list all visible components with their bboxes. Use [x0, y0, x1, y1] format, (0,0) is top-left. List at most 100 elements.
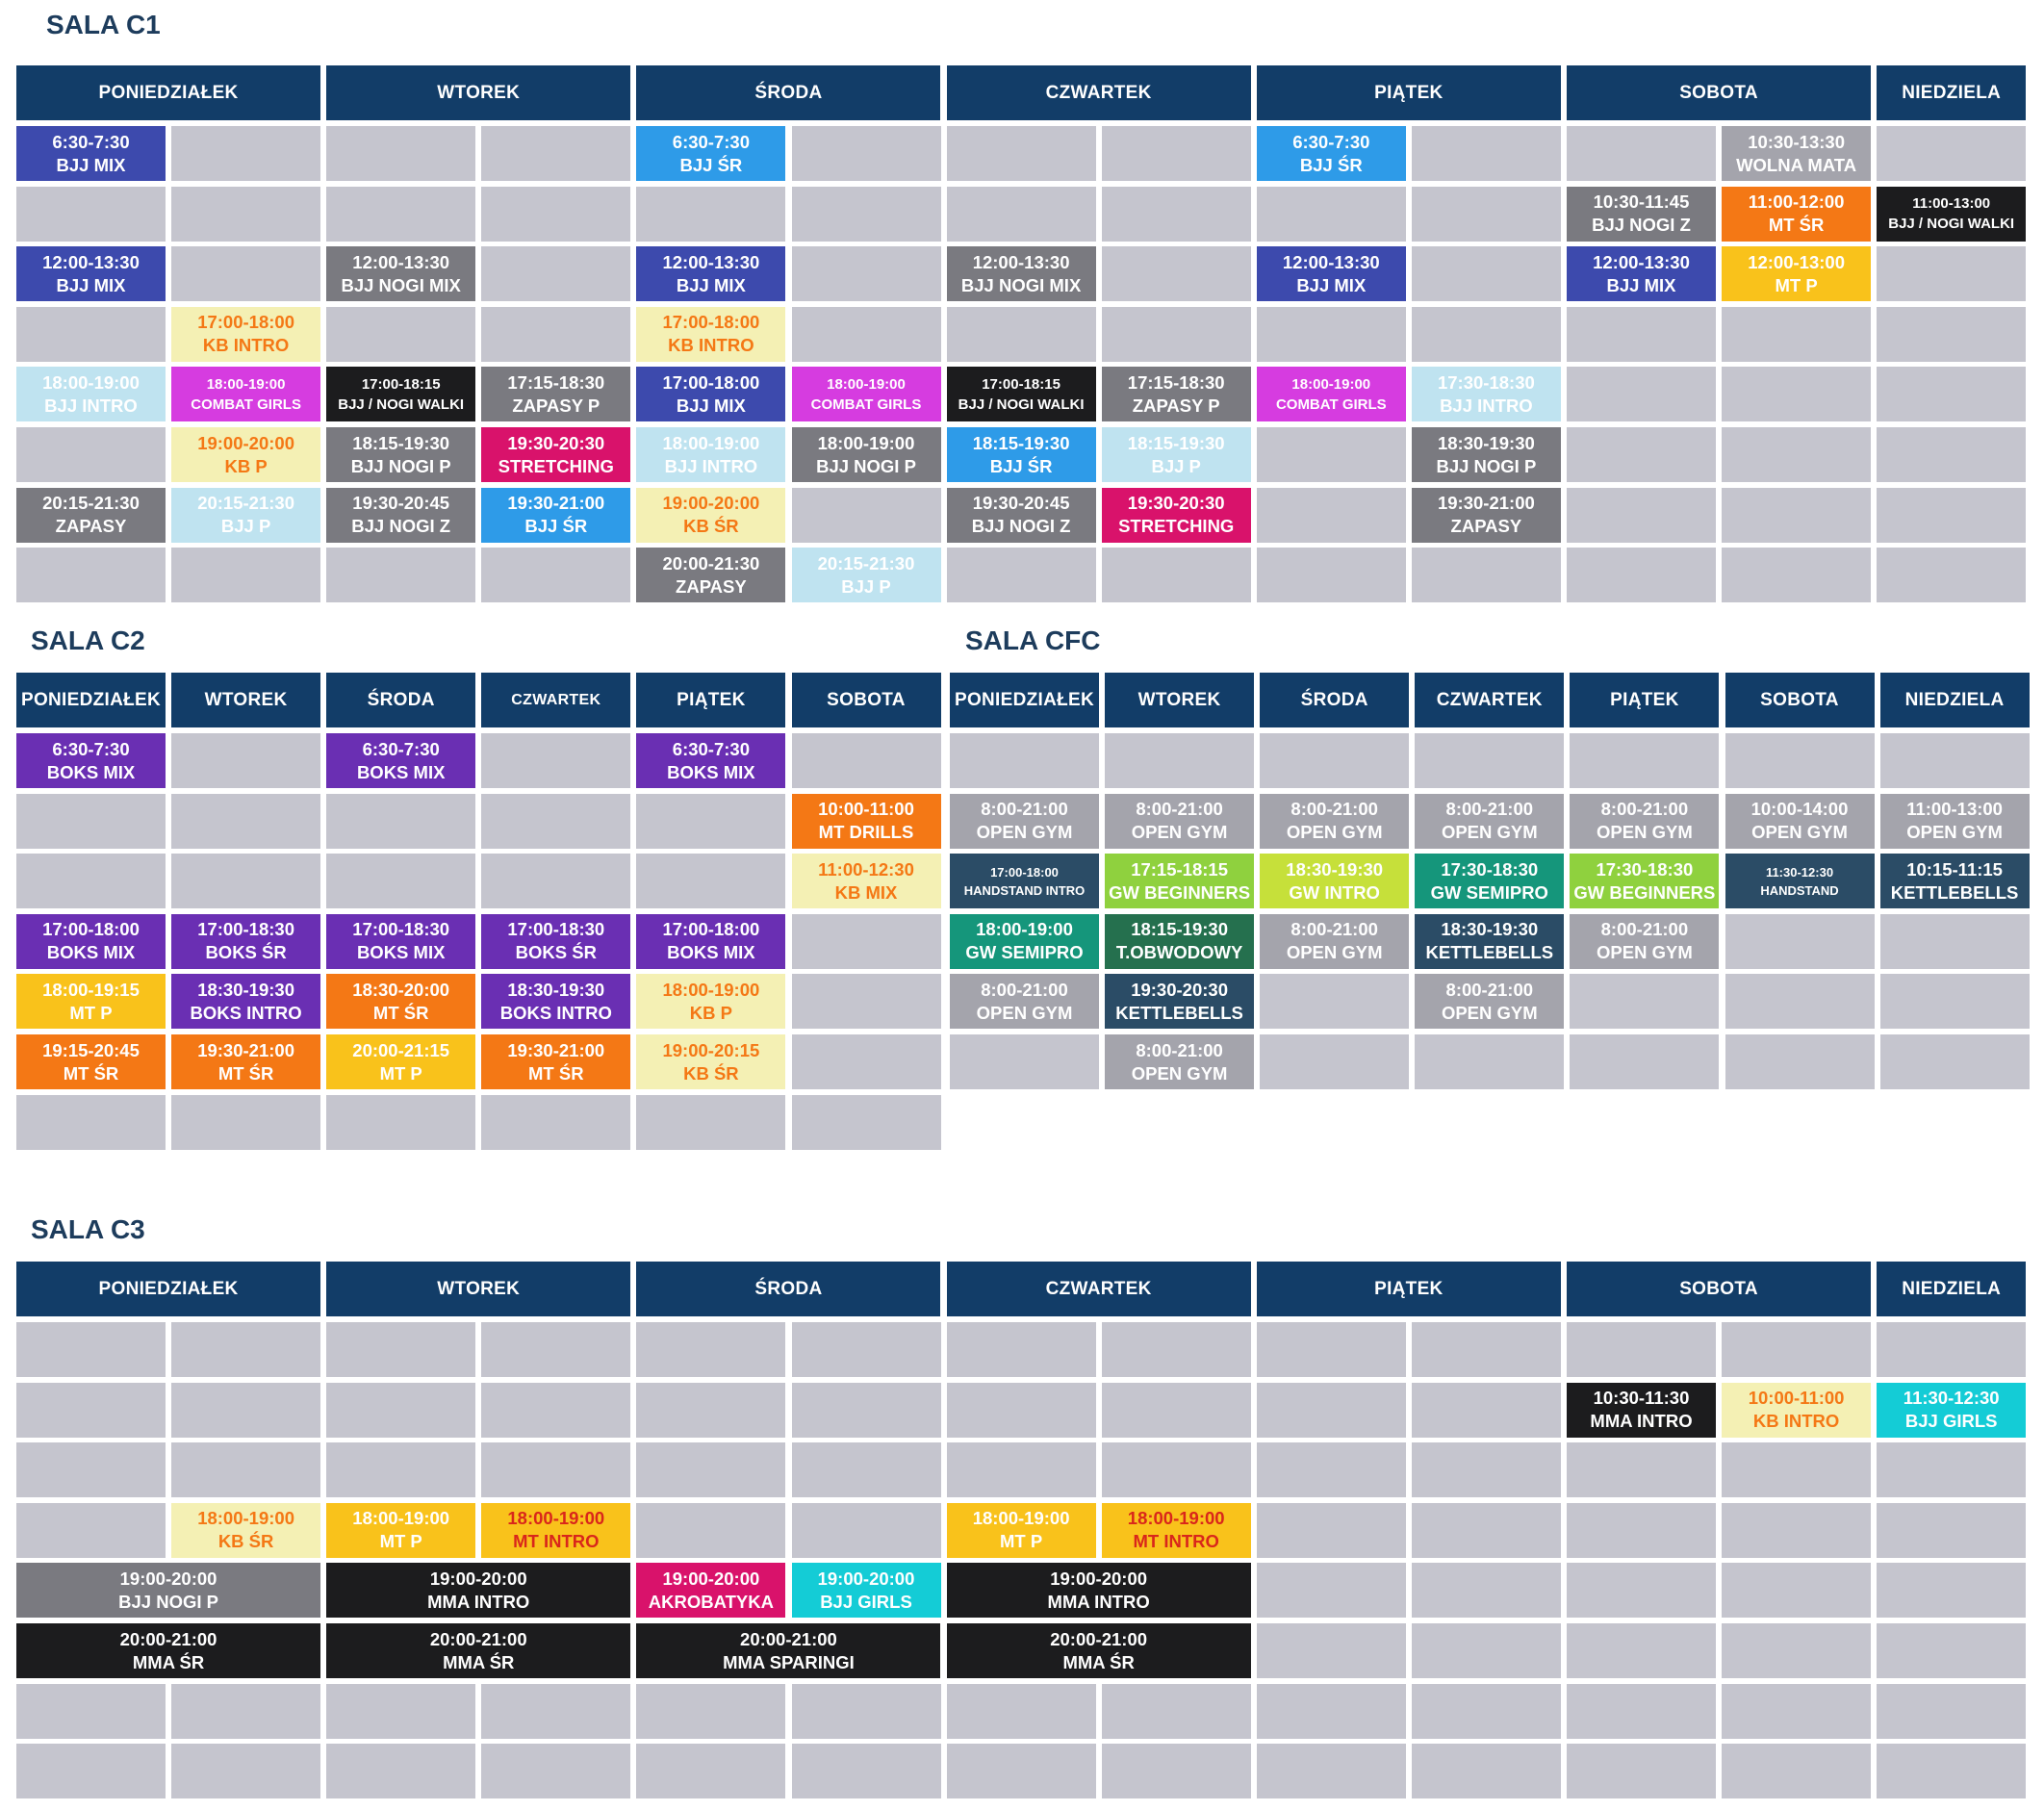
class-slot[interactable]: 11:00-12:00 MT ŚR	[1722, 186, 1872, 242]
class-slot[interactable]: 19:00-20:00 MMA INTRO	[326, 1563, 631, 1619]
class-slot[interactable]: 10:00-11:00 KB INTRO	[1722, 1382, 1872, 1438]
class-slot[interactable]: 12:00-13:30 BJJ NOGI MIX	[326, 246, 476, 302]
class-slot[interactable]: 8:00-21:00 OPEN GYM	[1260, 913, 1410, 969]
class-slot[interactable]: 19:00-20:00 KB P	[171, 427, 321, 482]
class-slot[interactable]: 19:30-20:30 STRETCHING	[481, 427, 631, 482]
class-slot[interactable]: 20:00-21:00 MMA SPARINGI	[636, 1623, 941, 1678]
class-slot[interactable]: 17:30-18:30 GW BEGINNERS	[1570, 854, 1720, 909]
class-slot[interactable]: 6:30-7:30 BOKS MIX	[16, 733, 166, 788]
class-slot[interactable]: 18:15-19:30 BJJ NOGI P	[326, 427, 476, 482]
class-slot[interactable]: 17:30-18:30 BJJ INTRO	[1411, 367, 1561, 422]
class-slot[interactable]: 20:00-21:00 MMA ŚR	[326, 1623, 631, 1678]
class-slot[interactable]: 17:00-18:30 BOKS MIX	[326, 913, 476, 969]
class-slot[interactable]: 19:15-20:45 MT ŚR	[16, 1034, 166, 1089]
class-slot[interactable]: 6:30-7:30 BJJ ŚR	[636, 126, 786, 181]
class-slot[interactable]: 18:00-19:00 COMBAT GIRLS	[171, 367, 321, 422]
class-slot[interactable]: 18:00-19:00 MT P	[946, 1502, 1096, 1558]
class-slot[interactable]: 8:00-21:00 OPEN GYM	[1105, 793, 1255, 849]
class-slot[interactable]: 18:00-19:00 MT INTRO	[1101, 1502, 1251, 1558]
class-slot[interactable]: 17:00-18:15 BJJ / NOGI WALKI	[946, 367, 1096, 422]
class-slot[interactable]: 19:00-20:00 KB ŚR	[636, 487, 786, 543]
class-slot[interactable]: 12:00-13:30 BJJ NOGI MIX	[946, 246, 1096, 302]
class-slot[interactable]: 18:00-19:00 MT INTRO	[481, 1502, 631, 1558]
class-slot[interactable]: 11:30-12:30 BJJ GIRLS	[1877, 1382, 2027, 1438]
class-slot[interactable]: 17:00-18:30 BOKS ŚR	[481, 913, 631, 969]
class-slot[interactable]: 19:30-21:00 MT ŚR	[171, 1034, 321, 1089]
class-slot[interactable]: 17:00-18:30 BOKS ŚR	[171, 913, 321, 969]
class-slot[interactable]: 20:00-21:00 MMA ŚR	[16, 1623, 321, 1678]
class-slot[interactable]: 8:00-21:00 OPEN GYM	[1415, 793, 1565, 849]
class-slot[interactable]: 20:15-21:30 ZAPASY	[16, 487, 166, 543]
class-slot[interactable]: 11:00-13:00 BJJ / NOGI WALKI	[1877, 186, 2027, 242]
class-slot[interactable]: 6:30-7:30 BJJ ŚR	[1256, 126, 1406, 181]
class-slot[interactable]: 10:15-11:15 KETTLEBELLS	[1879, 854, 2030, 909]
class-slot[interactable]: 11:00-12:30 KB MIX	[791, 854, 941, 909]
class-slot[interactable]: 17:30-18:30 GW SEMIPRO	[1415, 854, 1565, 909]
class-slot[interactable]: 19:30-20:30 STRETCHING	[1101, 487, 1251, 543]
class-slot[interactable]: 20:15-21:30 BJJ P	[791, 548, 941, 603]
class-slot[interactable]: 17:15-18:30 ZAPASY P	[1101, 367, 1251, 422]
class-slot[interactable]: 18:30-19:30 GW INTRO	[1260, 854, 1410, 909]
class-slot[interactable]: 18:00-19:00 KB P	[636, 974, 786, 1030]
class-slot[interactable]: 18:00-19:00 BJJ INTRO	[636, 427, 786, 482]
class-slot[interactable]: 18:15-19:30 BJJ ŚR	[946, 427, 1096, 482]
class-slot[interactable]: 17:00-18:00 HANDSTAND INTRO	[950, 854, 1099, 909]
class-slot[interactable]: 19:00-20:00 BJJ GIRLS	[791, 1563, 941, 1619]
class-slot[interactable]: 18:00-19:00 BJJ INTRO	[16, 367, 166, 422]
class-slot[interactable]: 18:00-19:00 BJJ NOGI P	[791, 427, 941, 482]
class-slot[interactable]: 19:00-20:00 BJJ NOGI P	[16, 1563, 321, 1619]
class-slot[interactable]: 8:00-21:00 OPEN GYM	[950, 974, 1099, 1030]
class-slot[interactable]: 12:00-13:30 BJJ MIX	[636, 246, 786, 302]
class-slot[interactable]: 19:30-20:45 BJJ NOGI Z	[946, 487, 1096, 543]
class-slot[interactable]: 8:00-21:00 OPEN GYM	[1260, 793, 1410, 849]
class-slot[interactable]: 18:30-19:30 BJJ NOGI P	[1411, 427, 1561, 482]
class-slot[interactable]: 18:30-19:30 BOKS INTRO	[481, 974, 631, 1030]
class-slot[interactable]: 20:00-21:00 MMA ŚR	[946, 1623, 1251, 1678]
class-slot[interactable]: 19:30-20:45 BJJ NOGI Z	[326, 487, 476, 543]
class-slot[interactable]: 18:30-19:30 KETTLEBELLS	[1415, 913, 1565, 969]
class-slot[interactable]: 19:30-21:00 MT ŚR	[481, 1034, 631, 1089]
class-slot[interactable]: 18:30-19:30 BOKS INTRO	[171, 974, 321, 1030]
class-slot[interactable]: 18:00-19:00 COMBAT GIRLS	[1256, 367, 1406, 422]
class-slot[interactable]: 6:30-7:30 BOKS MIX	[636, 733, 786, 788]
class-slot[interactable]: 12:00-13:30 BJJ MIX	[1567, 246, 1716, 302]
class-slot[interactable]: 19:00-20:00 MMA INTRO	[946, 1563, 1251, 1619]
class-slot[interactable]: 18:15-19:30 T.OBWODOWY	[1105, 913, 1255, 969]
class-slot[interactable]: 8:00-21:00 OPEN GYM	[1570, 913, 1720, 969]
class-slot[interactable]: 10:00-14:00 OPEN GYM	[1725, 793, 1875, 849]
class-slot[interactable]: 18:00-19:15 MT P	[16, 974, 166, 1030]
class-slot[interactable]: 8:00-21:00 OPEN GYM	[1105, 1034, 1255, 1089]
class-slot[interactable]: 18:00-19:00 MT P	[326, 1502, 476, 1558]
class-slot[interactable]: 19:00-20:00 AKROBATYKA	[636, 1563, 786, 1619]
class-slot[interactable]: 8:00-21:00 OPEN GYM	[950, 793, 1099, 849]
class-slot[interactable]: 10:30-13:30 WOLNA MATA	[1722, 126, 1872, 181]
class-slot[interactable]: 10:00-11:00 MT DRILLS	[791, 793, 941, 849]
class-slot[interactable]: 19:30-21:00 ZAPASY	[1411, 487, 1561, 543]
class-slot[interactable]: 10:30-11:45 BJJ NOGI Z	[1567, 186, 1716, 242]
class-slot[interactable]: 20:00-21:15 MT P	[326, 1034, 476, 1089]
class-slot[interactable]: 12:00-13:30 BJJ MIX	[16, 246, 166, 302]
class-slot[interactable]: 11:30-12:30 HANDSTAND	[1725, 854, 1875, 909]
class-slot[interactable]: 17:00-18:15 BJJ / NOGI WALKI	[326, 367, 476, 422]
class-slot[interactable]: 19:30-21:00 BJJ ŚR	[481, 487, 631, 543]
class-slot[interactable]: 10:30-11:30 MMA INTRO	[1567, 1382, 1716, 1438]
class-slot[interactable]: 18:00-19:00 GW SEMIPRO	[950, 913, 1099, 969]
class-slot[interactable]: 20:15-21:30 BJJ P	[171, 487, 321, 543]
class-slot[interactable]: 20:00-21:30 ZAPASY	[636, 548, 786, 603]
class-slot[interactable]: 12:00-13:00 MT P	[1722, 246, 1872, 302]
class-slot[interactable]: 17:00-18:00 BOKS MIX	[636, 913, 786, 969]
class-slot[interactable]: 8:00-21:00 OPEN GYM	[1415, 974, 1565, 1030]
class-slot[interactable]: 18:15-19:30 BJJ P	[1101, 427, 1251, 482]
class-slot[interactable]: 17:00-18:00 KB INTRO	[171, 306, 321, 362]
class-slot[interactable]: 17:00-18:00 BJJ MIX	[636, 367, 786, 422]
class-slot[interactable]: 17:15-18:30 ZAPASY P	[481, 367, 631, 422]
class-slot[interactable]: 18:30-20:00 MT ŚR	[326, 974, 476, 1030]
class-slot[interactable]: 18:00-19:00 KB ŚR	[171, 1502, 321, 1558]
class-slot[interactable]: 11:00-13:00 OPEN GYM	[1879, 793, 2030, 849]
class-slot[interactable]: 17:15-18:15 GW BEGINNERS	[1105, 854, 1255, 909]
class-slot[interactable]: 8:00-21:00 OPEN GYM	[1570, 793, 1720, 849]
class-slot[interactable]: 17:00-18:00 KB INTRO	[636, 306, 786, 362]
class-slot[interactable]: 19:30-20:30 KETTLEBELLS	[1105, 974, 1255, 1030]
class-slot[interactable]: 6:30-7:30 BOKS MIX	[326, 733, 476, 788]
class-slot[interactable]: 18:00-19:00 COMBAT GIRLS	[791, 367, 941, 422]
